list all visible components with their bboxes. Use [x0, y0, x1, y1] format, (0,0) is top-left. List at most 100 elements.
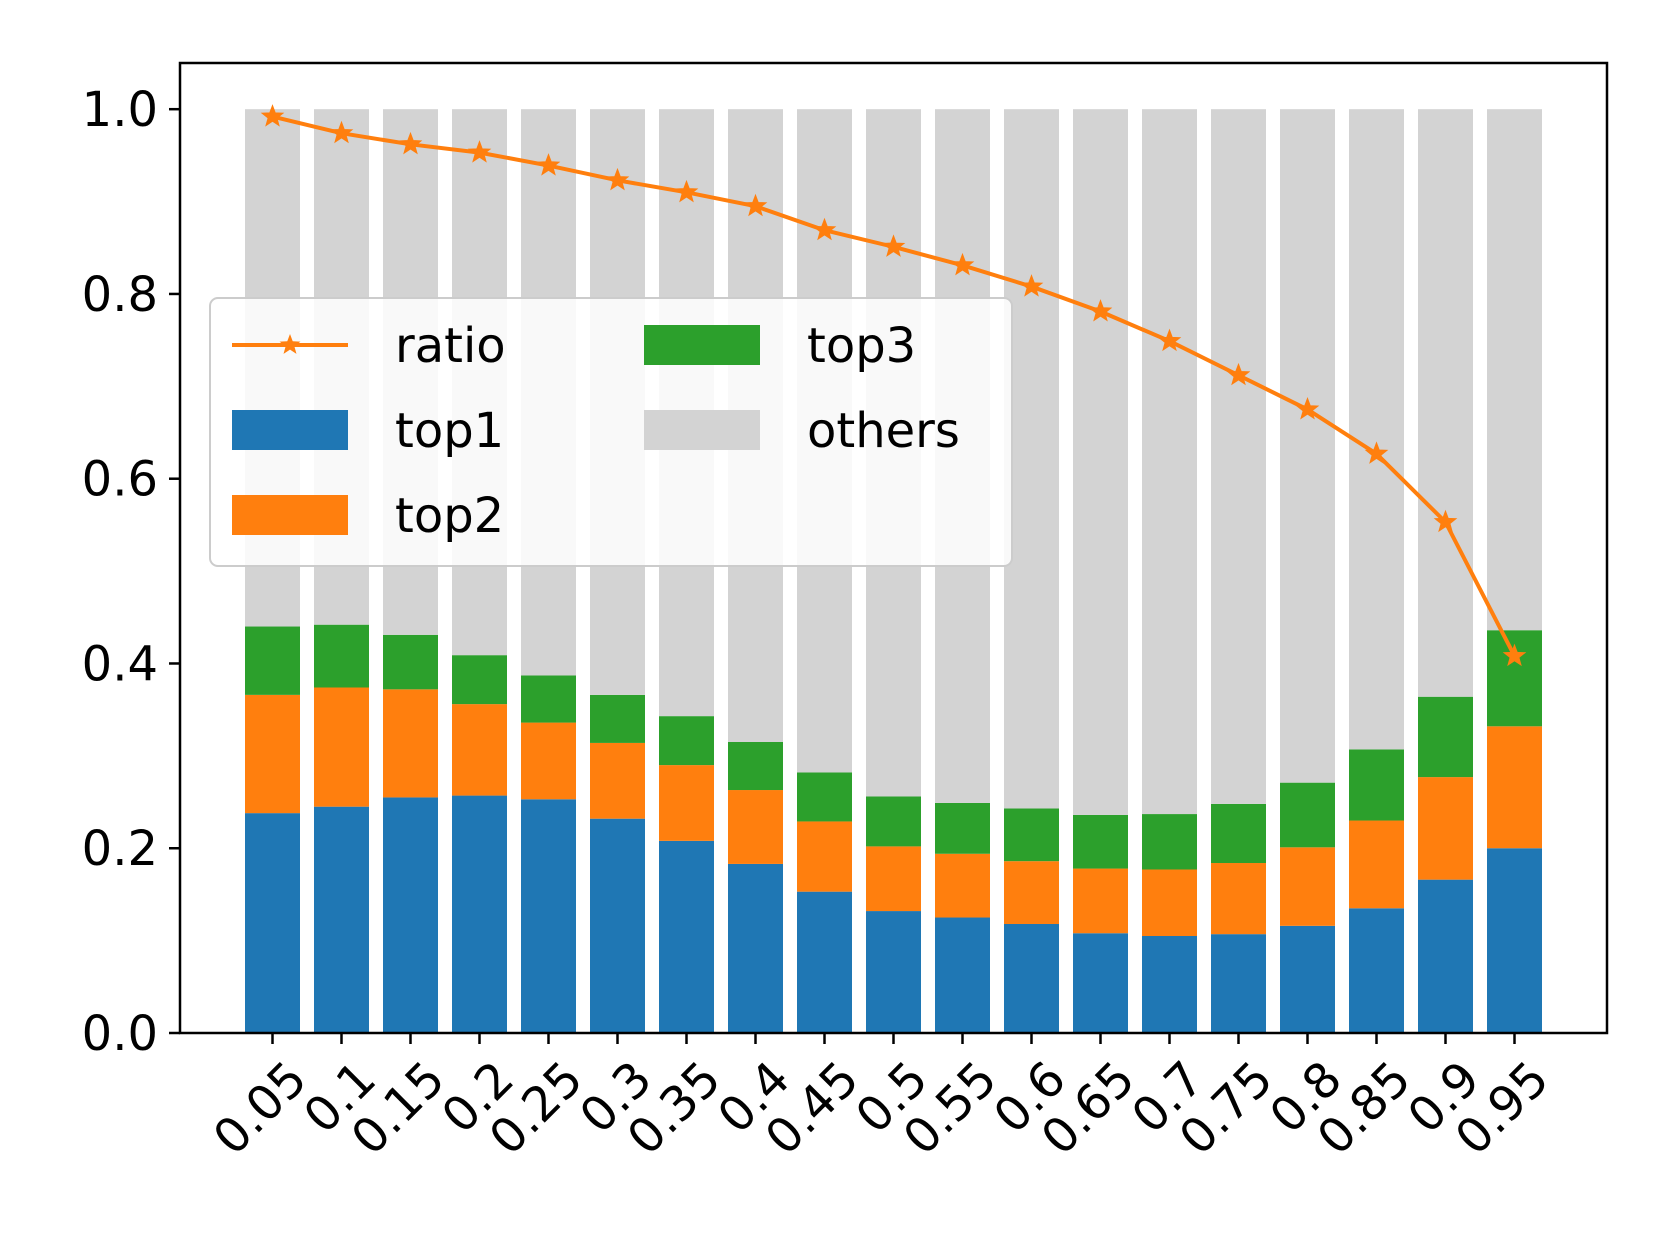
legend-item-ratio[interactable]: ratio: [232, 318, 506, 374]
bar-others-0.9: [1418, 109, 1473, 697]
bar-others-0.6: [1004, 109, 1059, 809]
legend-label: others: [807, 403, 960, 459]
bar-top2-0.05: [245, 694, 300, 814]
bar-top3-0.2: [452, 655, 507, 705]
point-ratio-0.45: [812, 217, 837, 241]
bar-top1-0.8: [1280, 925, 1335, 1033]
legend-color-swatch: [644, 410, 760, 450]
bar-top3-0.25: [521, 675, 576, 723]
bar-top1-0.15: [383, 797, 438, 1033]
bar-top2-0.4: [728, 790, 783, 864]
legend-item-others[interactable]: others: [644, 403, 960, 459]
bar-top1-0.75: [1211, 934, 1266, 1033]
bar-top3-0.75: [1211, 803, 1266, 864]
ratio-line-layer: [260, 104, 1527, 667]
bar-top3-0.5: [866, 796, 921, 847]
bar-top2-0.45: [797, 821, 852, 892]
bar-top2-0.35: [659, 765, 714, 841]
legend-label: top1: [395, 403, 504, 459]
bar-top2-0.5: [866, 846, 921, 912]
legend-label: ratio: [395, 318, 506, 374]
legend-color-swatch: [232, 495, 348, 535]
legend-item-top1[interactable]: top1: [232, 403, 504, 459]
legend-label: top2: [395, 488, 504, 544]
point-ratio-0.95: [1502, 643, 1527, 667]
point-ratio-0.85: [1364, 441, 1389, 464]
bar-top2-0.2: [452, 704, 507, 796]
bar-top2-0.55: [935, 853, 990, 918]
bar-others-0.8: [1280, 109, 1335, 783]
bar-top3-0.7: [1142, 814, 1197, 870]
bar-top1-0.25: [521, 799, 576, 1033]
bar-top3-0.1: [314, 624, 369, 688]
bar-top2-0.85: [1349, 820, 1404, 909]
bar-top2-0.6: [1004, 861, 1059, 924]
bar-others-0.65: [1073, 109, 1128, 815]
bar-top1-0.55: [935, 917, 990, 1033]
bar-top3-0.3: [590, 694, 645, 743]
legend[interactable]: ratio top1 top2 top3 others: [209, 297, 1013, 567]
bar-top2-0.75: [1211, 863, 1266, 935]
bar-top2-0.65: [1073, 868, 1128, 934]
bar-top3-0.6: [1004, 808, 1059, 862]
point-ratio-0.2: [467, 140, 492, 163]
legend-label: top3: [807, 318, 916, 374]
bar-others-0.75: [1211, 109, 1266, 804]
bar-top2-0.8: [1280, 847, 1335, 926]
legend-color-swatch: [644, 325, 760, 365]
bar-others-0.95: [1487, 109, 1542, 631]
bar-top2-0.15: [383, 689, 438, 798]
legend-item-top2[interactable]: top2: [232, 488, 504, 544]
bar-top3-0.8: [1280, 782, 1335, 848]
legend-box: [209, 297, 1013, 567]
point-ratio-0.7: [1157, 328, 1182, 352]
bar-top1-0.7: [1142, 936, 1197, 1033]
bar-top1-0.05: [245, 813, 300, 1033]
bar-top3-0.9: [1418, 696, 1473, 778]
bar-top1-0.35: [659, 840, 714, 1033]
bar-top3-0.55: [935, 802, 990, 854]
bar-top1-0.3: [590, 818, 645, 1033]
bar-top3-0.05: [245, 626, 300, 695]
bar-top1-0.1: [314, 806, 369, 1033]
bar-top1-0.65: [1073, 933, 1128, 1033]
y-tick-label: 0.0: [82, 1006, 158, 1062]
y-tick-label: 0.6: [82, 452, 158, 508]
point-ratio-0.55: [950, 252, 975, 276]
bar-top2-0.95: [1487, 726, 1542, 849]
y-tick-label: 1.0: [82, 82, 158, 138]
legend-item-top3[interactable]: top3: [644, 318, 916, 374]
legend-color-swatch: [232, 410, 348, 450]
point-ratio-0.25: [536, 153, 561, 176]
bar-top3-0.45: [797, 772, 852, 822]
y-tick-label: 0.2: [82, 821, 158, 877]
bar-top2-0.25: [521, 722, 576, 800]
point-ratio-0.9: [1433, 509, 1458, 533]
bar-top1-0.2: [452, 795, 507, 1033]
bar-top1-0.45: [797, 891, 852, 1033]
bar-top1-0.85: [1349, 908, 1404, 1033]
bar-others-0.85: [1349, 109, 1404, 750]
bar-top1-0.6: [1004, 923, 1059, 1033]
point-ratio-0.15: [398, 131, 423, 155]
point-ratio-0.8: [1295, 397, 1320, 420]
bar-top1-0.4: [728, 863, 783, 1033]
point-ratio-0.4: [743, 193, 768, 217]
bar-top1-0.95: [1487, 848, 1542, 1033]
bar-top1-0.9: [1418, 879, 1473, 1033]
point-ratio-0.6: [1019, 274, 1044, 297]
point-ratio-0.3: [605, 167, 630, 191]
point-ratio-0.75: [1226, 362, 1251, 386]
bar-top1-0.5: [866, 911, 921, 1033]
bar-top3-0.35: [659, 716, 714, 766]
point-ratio-0.35: [674, 179, 699, 203]
point-ratio-0.1: [329, 120, 354, 144]
point-ratio-0.65: [1088, 299, 1113, 322]
bar-top3-0.4: [728, 742, 783, 791]
bar-top2-0.3: [590, 742, 645, 819]
bar-top3-0.15: [383, 634, 438, 690]
y-tick-label: 0.4: [82, 636, 158, 692]
bar-top2-0.1: [314, 687, 369, 807]
bar-top2-0.9: [1418, 777, 1473, 880]
